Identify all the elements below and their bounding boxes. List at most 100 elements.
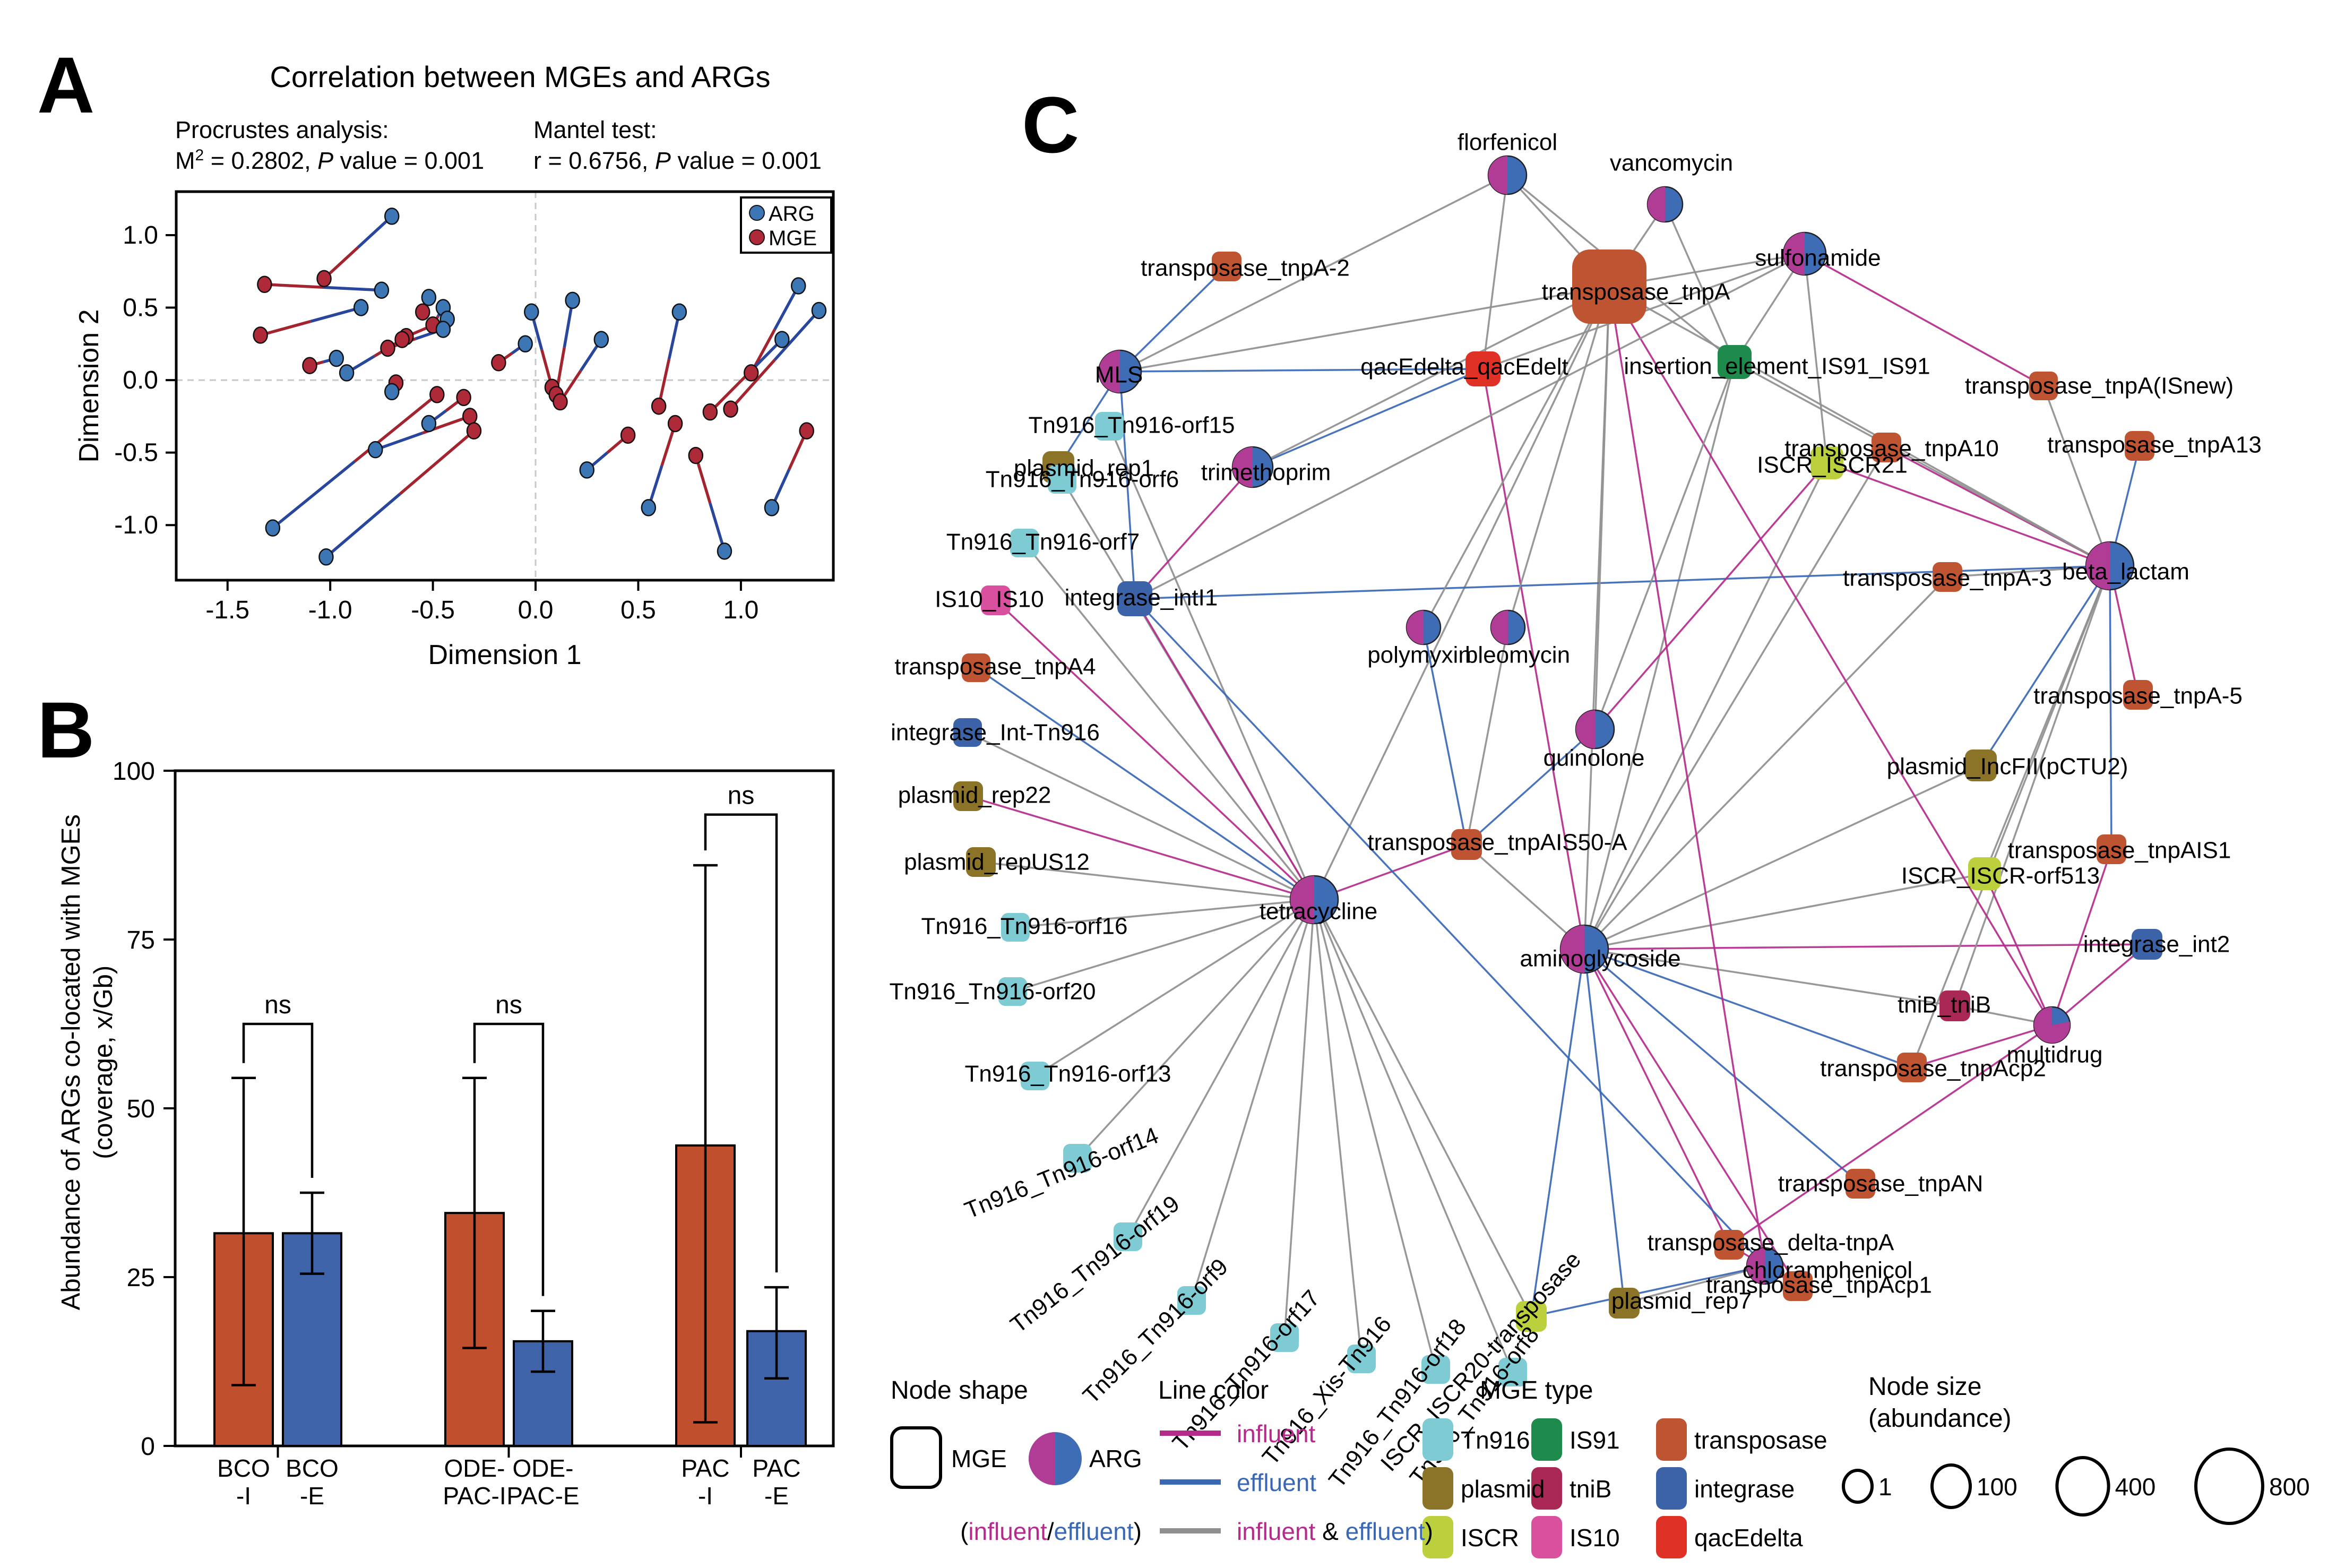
arg-circle (1490, 609, 1526, 645)
arg-point (421, 415, 437, 433)
x-cat-label: BCO (286, 1454, 339, 1482)
edge-ami-tAn (1583, 948, 1861, 1185)
edge-mul-tAcp2 (1911, 1024, 2053, 1069)
edge-ami-incf (1584, 764, 1981, 950)
edge-bla-incf (1980, 565, 2111, 766)
edge-flo-tA (1506, 174, 1610, 288)
procrustes-stats: Procrustes analysis: M2 = 0.2802, P valu… (175, 115, 484, 176)
edge-sul-int1 (1134, 253, 1805, 600)
mge-node-tA10 (1872, 433, 1901, 462)
node-label-qui: quinolone (1544, 745, 1645, 771)
edge-ami-tAcp1 (1583, 949, 1799, 1287)
x-cat-label: PAC-E (506, 1482, 579, 1510)
edge-ami-tA10 (1583, 447, 1887, 950)
node-label-bla: beta_lactam (2062, 559, 2189, 585)
panel-a-letter: A (37, 40, 95, 130)
arg-point (518, 335, 533, 353)
edge-qui-tAis50 (1465, 728, 1596, 846)
swatch-Tn916 (1422, 1418, 1453, 1461)
arg-circle-influent-half (1290, 876, 1314, 924)
x-tick-label: 1.0 (723, 596, 759, 624)
pair-line-mge (422, 415, 471, 435)
edge-bla-tnib (1954, 565, 2111, 1006)
node-label-tA4: transposase_tnpA4 (894, 654, 1096, 680)
edge-bla-tA (1609, 286, 2110, 567)
pair-line-arg (390, 386, 395, 393)
x-tick-label: 0.5 (620, 596, 656, 624)
mge-node-tA4 (962, 653, 990, 682)
mge-node-o19 (1114, 1222, 1142, 1251)
mge-point (544, 378, 560, 396)
arg-circle-influent-half (1747, 1248, 1765, 1284)
pair-line-mge (559, 369, 582, 403)
x-cat-label: PAC-I (443, 1482, 506, 1510)
node-label-tA13: transposase_tnpA13 (2047, 432, 2262, 458)
node-label-o13: Tn916_Tn916-orf13 (965, 1061, 1171, 1087)
y-tick-label: 1.0 (123, 221, 158, 249)
scatter-legend-box (740, 196, 832, 254)
plot-frame (175, 190, 835, 582)
edge-flo-mls (1119, 174, 1508, 373)
mge-node-o18 (1421, 1355, 1450, 1384)
bar-BCO-I (213, 1232, 274, 1448)
mge-node-tAn (1846, 1169, 1875, 1199)
mantel-values: r = 0.6756, P value = 0.001 (533, 147, 822, 174)
mge-point (302, 357, 317, 375)
mge-node-o16 (1001, 913, 1030, 942)
node-label-o6: Tn916_Tn916-orf6 (986, 467, 1179, 493)
y-tick-label: 0 (141, 1433, 155, 1461)
edge-tet-o6 (1061, 479, 1315, 900)
node-label-tnib: tniB_tniB (1898, 992, 1991, 1018)
arg-circle (2033, 1006, 2071, 1044)
node-label-o8: Tn916_Tn916-orf8 (1404, 1322, 1544, 1490)
x-cat-label: PAC (681, 1454, 729, 1482)
mge-node-is10 (981, 585, 1011, 615)
pair-line-mge (788, 430, 808, 470)
edge-ami-tAcp2 (1584, 948, 1912, 1069)
mge-node-tA (1572, 249, 1646, 324)
node-label-o7: Tn916_Tn916-orf7 (946, 529, 1140, 555)
pair-line-arg (511, 342, 527, 355)
mge-node-iscr20 (1516, 1301, 1547, 1332)
edge-tet-o18 (1313, 899, 1437, 1370)
node-label-sul: sulfonamide (1755, 245, 1881, 271)
node-label-tA: transposase_tnpA (1542, 279, 1730, 305)
edge-bla-tA3 (1947, 565, 2110, 578)
x-cat-label: -E (300, 1482, 324, 1510)
swatch-transposase (1656, 1418, 1687, 1461)
mge-node-tAcp1 (1783, 1271, 1813, 1301)
edge-ami-dtA (1583, 949, 1730, 1245)
mge-point (723, 400, 738, 418)
mge-point (491, 354, 506, 372)
mge-node-dtA (1714, 1230, 1744, 1260)
legend-type-IS91: IS91 (1570, 1426, 1620, 1454)
arg-point (353, 299, 369, 316)
arg-circle-influent-half (1560, 925, 1584, 973)
edge-ami-tnib (1584, 948, 1955, 1007)
mge-node-tnib (1939, 990, 1970, 1021)
mantel-label: Mantel test: (533, 116, 657, 143)
edge-flo-is91 (1506, 174, 1736, 363)
pair-line-mge (729, 359, 776, 410)
node-label-pol: polymyxin (1367, 642, 1471, 668)
node-label-chl: chloramphenicol (1743, 1257, 1912, 1283)
arg-shape-sample (1029, 1432, 1082, 1485)
y-tick-label: 50 (127, 1095, 155, 1123)
x-cat-label: -E (764, 1482, 789, 1510)
size-circle-800 (2194, 1448, 2264, 1525)
arg-point (717, 542, 732, 560)
node-label-tAcp1: transposase_tnpAcp1 (1706, 1272, 1932, 1298)
edge-tet-xis (1313, 899, 1363, 1359)
pair-line-mge (260, 320, 312, 337)
node-label-tAisnew: transposase_tnpA(ISnew) (1965, 373, 2234, 399)
pair-line-arg (745, 338, 783, 377)
arg-circle-influent-half (1488, 156, 1507, 194)
node-label-flo: florfenicol (1458, 130, 1557, 156)
pair-line-arg (375, 432, 424, 451)
node-label-ble: bleomycin (1465, 642, 1570, 668)
arg-point (593, 331, 609, 348)
node-label-mls: MLS (1095, 362, 1143, 388)
pair-line-mge (660, 423, 677, 467)
mge-point (429, 386, 445, 403)
